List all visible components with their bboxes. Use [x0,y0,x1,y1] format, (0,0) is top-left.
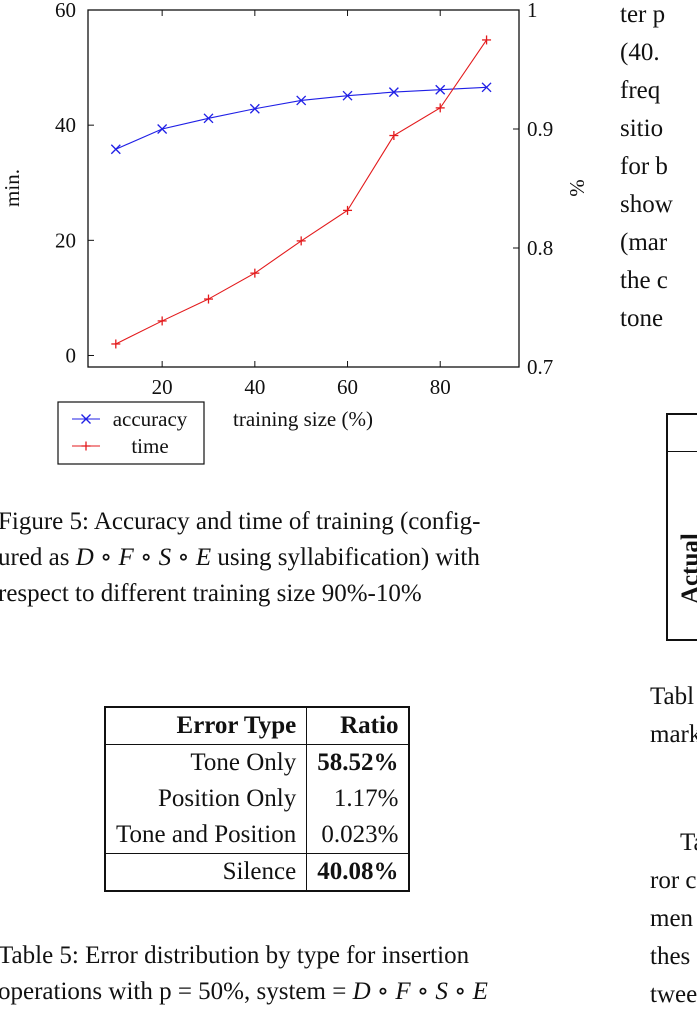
table-cell-type: Silence [105,853,308,891]
x-tick-label: 40 [244,375,265,399]
right-column-text-top: ter p (40. freq sitio for b show (mar th… [620,0,673,338]
x-axis-label: training size (%) [233,407,373,431]
right-text-line: freq [620,77,661,104]
figure5-caption-line2-pre: ured as [0,544,76,571]
table-cell-type: Position Only [105,781,308,817]
chart-series [110,35,492,349]
table5-caption: Table 5: Error distribution by type for … [0,938,600,1010]
right-column-text-mid: Tabl mark [650,678,697,754]
table5-error-distribution: Error Type Ratio Tone Only 58.52% Positi… [104,706,411,892]
right-text-line: ror c [650,867,697,894]
y-right-tick-label: 0.8 [527,236,553,260]
table5-caption-line2-pre: operations with p = 50%, system = [0,978,353,1005]
table-row: Silence 40.08% [105,853,410,891]
table-cell-ratio: 58.52% [317,748,399,776]
figure5-caption-line1: Figure 5: Accuracy and time of training … [0,508,481,535]
figure5-caption-math: D ∘ F ∘ S ∘ E [75,544,212,571]
table-row: Tone Only 58.52% [105,744,409,781]
chart-ticks: 20 40 60 80 0 20 40 60 0.7 0.8 0.9 1 min. % training s… [0,0,589,431]
right-text-line: sitio [620,115,664,142]
x-tick-label: 20 [152,375,173,399]
confusion-matrix-frame [666,413,697,641]
y-left-tick-label: 20 [55,228,76,252]
right-text-line: mark [650,721,697,748]
table-row: Position Only 1.17% [105,781,409,817]
data-point-marker [296,95,307,106]
table-header-error-type: Error Type [105,707,308,745]
y-left-tick-label: 60 [55,0,76,22]
x-tick-label: 60 [337,375,358,399]
x-tick-label: 80 [430,375,451,399]
series-line-accuracy [115,86,487,150]
y-right-tick-label: 0.7 [527,355,553,379]
right-text-line: men [650,905,694,932]
y-right-tick-label: 1 [527,0,538,22]
table5-caption-line1: Table 5: Error distribution by type for … [0,942,470,969]
table5-caption-line2: operations with p = 50%, system = D ∘ F … [0,974,600,1010]
table-cell-ratio: 40.08% [306,853,410,891]
y-left-tick-label: 40 [55,113,76,137]
right-text-line: Tabl [650,683,695,710]
y-right-axis-label: % [565,179,589,197]
figure5-chart: 20 40 60 80 0 20 40 60 0.7 0.8 0.9 1 min. % training s… [0,0,589,465]
figure5-caption: Figure 5: Accuracy and time of training … [0,504,600,612]
table-cell-ratio: 0.023% [321,820,399,848]
figure5-caption-line3: respect to different training size 90%-1… [0,580,422,607]
right-text-line: (mar [620,229,668,256]
data-point-marker [249,103,260,114]
y-left-axis-label: min. [0,169,24,207]
table-cell-type: Tone and Position [105,817,308,854]
table-header-ratio: Ratio [306,707,410,745]
y-right-tick-label: 0.9 [527,117,553,141]
right-text-line: ter p [620,1,666,28]
right-text-line: for b [620,153,668,180]
legend-label: accuracy [113,407,188,431]
right-text-line: the c [620,267,668,294]
chart-axes [87,9,520,368]
right-text-line: show [620,191,673,218]
right-text-line: Ta [680,829,697,856]
data-point-marker [110,144,121,155]
data-point-marker [203,113,214,124]
data-point-marker [435,84,446,95]
table-row: Tone and Position 0.023% [105,817,409,854]
data-point-marker [157,124,168,134]
table5-caption-math: D ∘ F ∘ S ∘ E [352,978,488,1005]
y-left-tick-label: 0 [66,343,77,367]
data-point-marker [342,90,353,101]
right-column-text-bottom: Ta ror c men thes twee [650,824,697,1014]
figure5-caption-line2-post: using syllabification) with [211,544,480,571]
series-line-time [115,39,488,345]
right-text-line: tone [620,305,664,332]
confusion-matrix-divider [666,451,697,452]
table-header-row: Error Type Ratio [105,707,410,745]
data-point-marker [388,87,399,98]
data-point-marker [81,414,91,424]
right-text-line: (40. [620,39,660,66]
legend-box [57,401,205,465]
legend-label: time [131,434,168,458]
data-point-marker [481,82,492,93]
right-text-line: thes [650,943,691,970]
chart-legend: accuracy time [57,401,205,465]
right-text-line: twee [650,981,697,1008]
table-cell-ratio: 1.17% [333,784,399,812]
confusion-matrix-actual-label: Actual [677,533,697,604]
plot-frame [87,9,520,368]
table-cell-type: Tone Only [105,744,308,781]
figure5-caption-line2: ured as D ∘ F ∘ S ∘ E using syllabificat… [0,540,600,576]
